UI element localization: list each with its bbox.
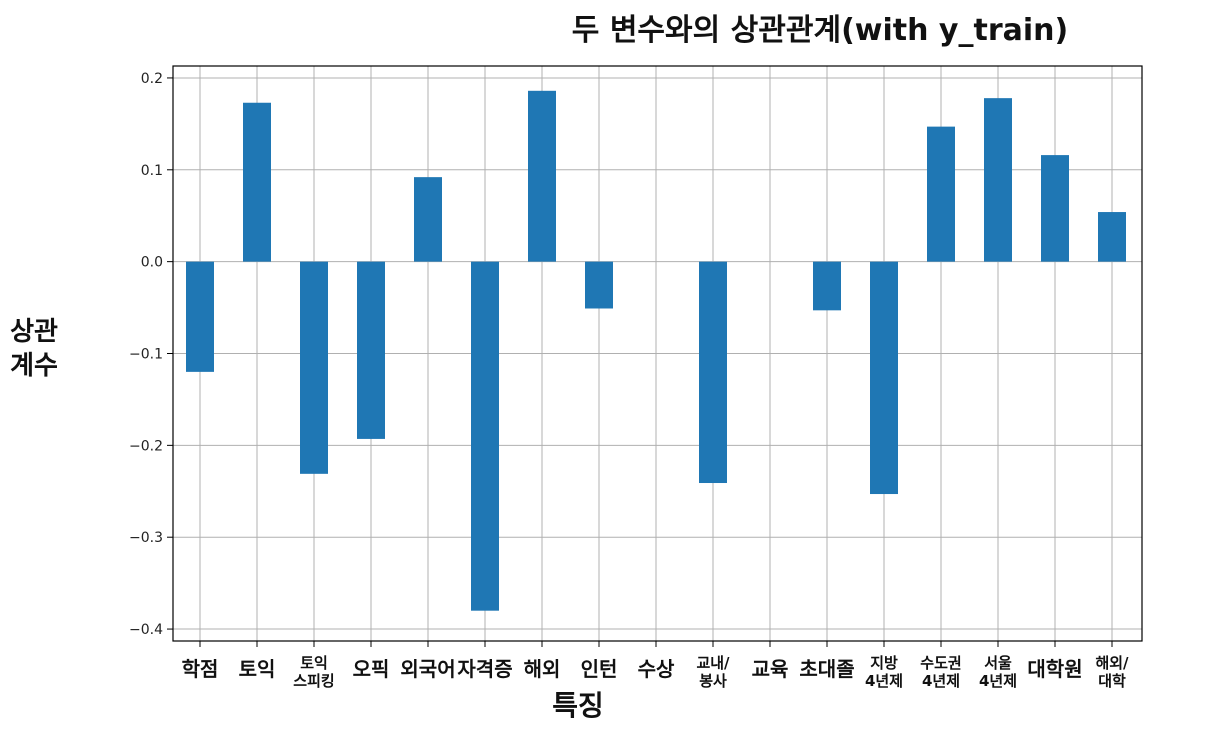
x-tick-label: 토익: [239, 657, 276, 681]
bar-layer: [186, 90, 1126, 611]
x-tick-label: 학점: [182, 657, 219, 681]
bar: [1098, 212, 1126, 262]
y-tick-label: −0.1: [129, 347, 163, 363]
x-tick-label: 초대졸: [799, 657, 854, 681]
x-tick-label: 대학원: [1027, 657, 1082, 681]
x-tick-label: 자격증: [457, 657, 512, 681]
y-axis-label: 상관 계수: [10, 317, 58, 381]
bar: [357, 261, 385, 439]
x-tick-label: 인턴: [581, 657, 618, 681]
x-tick-label: 수상: [638, 657, 675, 681]
x-tick-label: 교내/봉사: [696, 654, 730, 690]
x-tick-label: 토익 스피킹: [293, 654, 334, 690]
bar: [186, 261, 214, 372]
x-tick-label: 오픽: [353, 657, 390, 681]
bar: [1041, 155, 1069, 262]
x-axis-label: 특징: [552, 689, 604, 722]
x-tick-label: 수도권 4년제: [920, 654, 961, 690]
bar: [243, 102, 271, 262]
y-tick-label: −0.3: [129, 530, 163, 546]
bar: [528, 90, 556, 262]
x-tick-layer: 학점 토익 토익 스피킹 오픽 외국어 자격증 해외 인턴 수상 교내/봉사 교육 초대졸 지방 4년제 수도…: [182, 641, 1129, 690]
bar: [699, 261, 727, 484]
bar: [585, 261, 613, 309]
bar: [984, 98, 1012, 262]
x-tick-label: 외국어: [400, 657, 455, 681]
bar: [414, 177, 442, 262]
bar: [300, 261, 328, 474]
y-tick-label: 0.0: [141, 255, 163, 271]
x-tick-label: 지방 4년제: [865, 654, 903, 690]
y-tick-label: −0.4: [129, 622, 163, 638]
x-tick-label: 서울 4년제: [979, 654, 1017, 690]
bar: [927, 126, 955, 262]
bar: [870, 261, 898, 495]
y-tick-label: −0.2: [129, 438, 163, 454]
y-tick-label: 0.1: [141, 163, 163, 179]
x-tick-label: 해외/대학: [1095, 654, 1129, 690]
x-tick-label: 해외: [524, 657, 561, 681]
bar: [471, 261, 499, 611]
y-tick-layer: 0.2 0.1 0.0 −0.1 −0.2 −0.3 −0.4: [129, 71, 173, 638]
y-tick-label: 0.2: [141, 71, 163, 87]
bar: [813, 261, 841, 311]
x-tick-label: 교육: [752, 657, 789, 681]
chart-title: 두 변수와의 상관관계(with y_train): [572, 13, 1068, 48]
